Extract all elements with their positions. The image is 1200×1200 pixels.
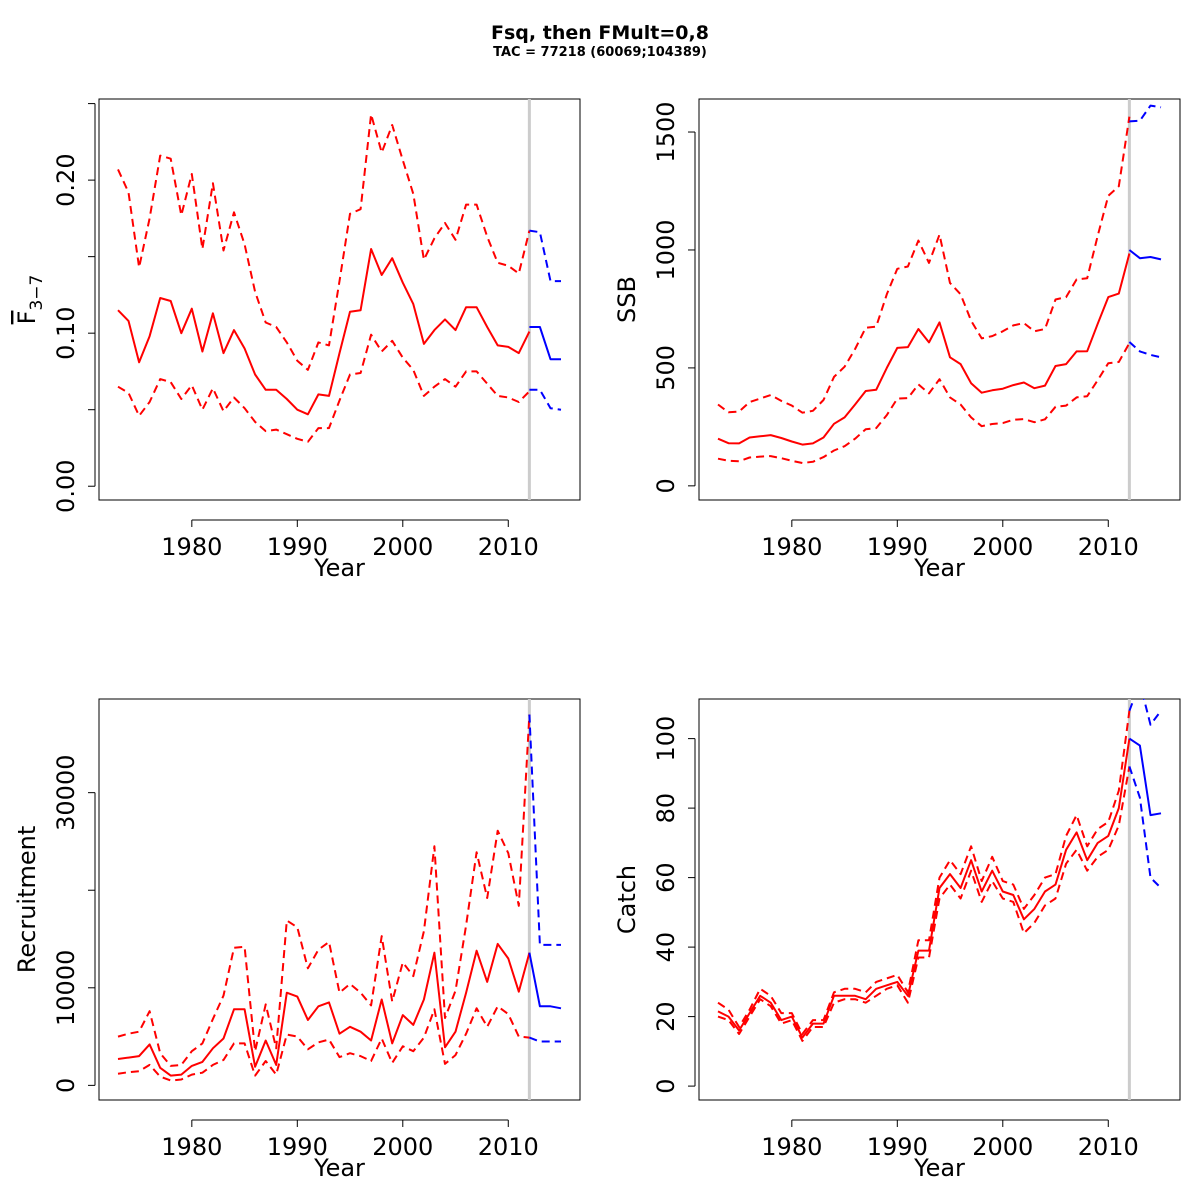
historical-confidence-line	[117, 113, 531, 371]
historical-confidence-line	[117, 333, 531, 443]
x-tick-label: 1990	[867, 533, 928, 561]
panel-recruitment: 1980 1990 2000 2010 Year 0 10000 30000 Recruitme…	[13, 698, 581, 1182]
series-group	[717, 699, 1162, 1042]
y-axis-title: Recruitment	[13, 826, 41, 973]
x-axis-title: Year	[313, 1154, 365, 1182]
y-tick-label: 40	[652, 932, 680, 963]
historical-median-line	[717, 253, 1131, 446]
x-tick-label: 1980	[161, 533, 222, 561]
x-tick-label: 1980	[761, 533, 822, 561]
y-tick-label: 20	[652, 1001, 680, 1032]
x-axis-title: Year	[313, 554, 365, 582]
y-axis-title: SSB	[613, 276, 641, 323]
y-axis: 0.00 0.10 0.20 F3−7	[13, 103, 96, 513]
x-axis: 1980 1990 2000 2010 Year	[161, 1119, 539, 1182]
y-axis-title-main: F	[13, 311, 41, 325]
y-axis-title-subscript: 3−7	[27, 275, 47, 311]
x-axis-title: Year	[913, 554, 965, 582]
projection-confidence-line	[1128, 766, 1162, 889]
y-tick-label: 10000	[52, 950, 80, 1026]
projection-confidence-line	[1129, 104, 1162, 123]
historical-confidence-line	[717, 116, 1131, 414]
x-axis: 1980 1990 2000 2010 Year	[161, 519, 539, 582]
historical-median-line	[717, 738, 1131, 1039]
y-axis-title: F3−7	[13, 275, 47, 325]
plot-frame	[698, 98, 1181, 501]
x-tick-label: 1990	[267, 533, 328, 561]
y-tick-label: 1000	[652, 219, 680, 280]
panel-ssb: 1980 1990 2000 2010 Year 0 500 1000 1500 SSB	[613, 98, 1181, 582]
y-tick-label: 0.20	[52, 153, 80, 206]
panel-fbar: 1980 1990 2000 2010 Year 0.00 0.10 0.20 F3−7	[13, 98, 581, 582]
x-tick-label: 2000	[372, 533, 433, 561]
y-tick-label: 30000	[52, 754, 80, 830]
projection-median-line	[1128, 249, 1162, 261]
x-tick-label: 1990	[267, 1133, 328, 1161]
y-tick-label: 60	[652, 862, 680, 893]
y-axis: 0 500 1000 1500 SSB	[613, 101, 696, 493]
x-tick-label: 2000	[372, 1133, 433, 1161]
y-axis-title: Catch	[613, 865, 641, 934]
x-tick-label: 2010	[1078, 1133, 1139, 1161]
panel-catch: 1980 1990 2000 2010 Year 0 20 40 60 80 100 Catch	[613, 698, 1181, 1182]
historical-median-line	[117, 248, 531, 416]
x-tick-label: 2010	[478, 533, 539, 561]
y-axis: 0 10000 30000 Recruitment	[13, 754, 96, 1093]
historical-confidence-line	[717, 710, 1131, 1035]
projection-confidence-line	[529, 388, 562, 411]
y-tick-label: 0.10	[52, 306, 80, 359]
y-tick-label: 80	[652, 793, 680, 824]
x-axis-title: Year	[913, 1154, 965, 1182]
y-tick-label: 0	[652, 478, 680, 493]
figure-header: Fsq, then FMult=0,8 TAC = 77218 (60069;1…	[0, 22, 1200, 62]
historical-median-line	[117, 942, 531, 1077]
projection-confidence-line	[529, 229, 561, 283]
plot-frame	[698, 698, 1181, 1101]
x-tick-label: 2000	[972, 533, 1033, 561]
y-tick-label: 1500	[652, 101, 680, 162]
y-tick-label: 0.00	[52, 460, 80, 513]
projection-confidence-line	[528, 714, 561, 946]
historical-confidence-line	[717, 766, 1131, 1042]
x-tick-label: 1990	[867, 1133, 928, 1161]
historical-confidence-line	[117, 1005, 530, 1082]
figure-subtitle: TAC = 77218 (60069;104389)	[493, 45, 707, 60]
projection-median-line	[529, 326, 561, 361]
series-group	[717, 104, 1162, 464]
x-tick-label: 1980	[761, 1133, 822, 1161]
x-tick-label: 2000	[972, 1133, 1033, 1161]
y-tick-label: 0	[652, 1078, 680, 1093]
y-axis: 0 20 40 60 80 100 Catch	[613, 716, 696, 1094]
series-group	[117, 714, 562, 1082]
projection-confidence-line	[1128, 699, 1162, 726]
y-tick-label: 0	[52, 1078, 80, 1093]
x-axis: 1980 1990 2000 2010 Year	[761, 519, 1139, 582]
projection-confidence-line	[1128, 341, 1162, 359]
projection-confidence-line	[529, 1036, 561, 1043]
historical-confidence-line	[717, 342, 1131, 464]
x-tick-label: 2010	[478, 1133, 539, 1161]
x-tick-label: 1980	[161, 1133, 222, 1161]
historical-confidence-line	[117, 714, 531, 1067]
plot-frame	[98, 98, 581, 501]
y-tick-label: 100	[652, 716, 680, 762]
series-group	[117, 113, 562, 443]
projection-median-line	[528, 952, 562, 1010]
x-axis: 1980 1990 2000 2010 Year	[761, 1119, 1139, 1182]
figure-title: Fsq, then FMult=0,8	[491, 22, 709, 44]
y-tick-label: 500	[652, 345, 680, 391]
x-tick-label: 2010	[1078, 533, 1139, 561]
projection-median-line	[1128, 737, 1162, 817]
plot-frame	[98, 698, 581, 1101]
